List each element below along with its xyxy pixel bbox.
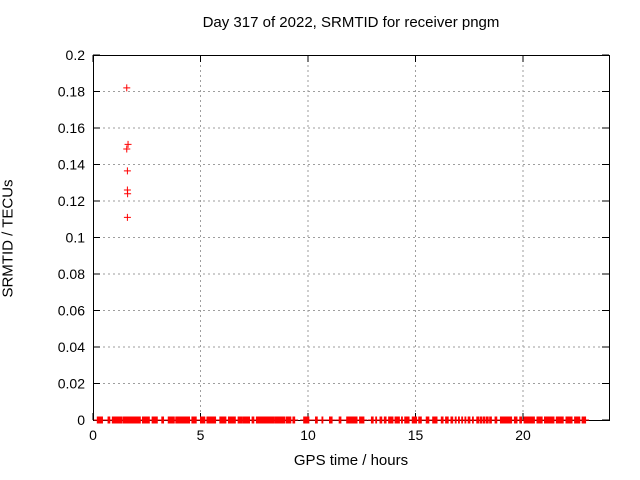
y-tick-label: 0.04 bbox=[58, 339, 85, 355]
y-tick-label: 0.18 bbox=[58, 84, 85, 100]
x-tick-label: 15 bbox=[408, 427, 424, 443]
y-axis-label: SRMTID / TECUs bbox=[0, 179, 17, 298]
y-tick-label: 0.1 bbox=[66, 230, 86, 246]
plot-border bbox=[93, 55, 610, 421]
y-tick-label: 0.08 bbox=[58, 266, 85, 282]
y-tick-label: 0.12 bbox=[58, 193, 85, 209]
x-tick-label: 20 bbox=[515, 427, 531, 443]
x-axis-label: GPS time / hours bbox=[293, 452, 409, 469]
y-tick-label: 0 bbox=[77, 412, 85, 428]
x-tick-label: 10 bbox=[300, 427, 316, 443]
data-points-plus-markers bbox=[93, 84, 590, 424]
chart-title: Day 317 of 2022, SRMTID for receiver png… bbox=[202, 14, 500, 31]
x-tick-label: 0 bbox=[89, 427, 97, 443]
y-tick-label: 0.16 bbox=[58, 120, 85, 136]
y-tick-label: 0.06 bbox=[58, 303, 85, 319]
y-tick-label: 0.02 bbox=[58, 376, 85, 392]
y-tick-label: 0.2 bbox=[66, 47, 86, 63]
y-tick-label: 0.14 bbox=[58, 157, 85, 173]
x-tick-label: 5 bbox=[197, 427, 205, 443]
